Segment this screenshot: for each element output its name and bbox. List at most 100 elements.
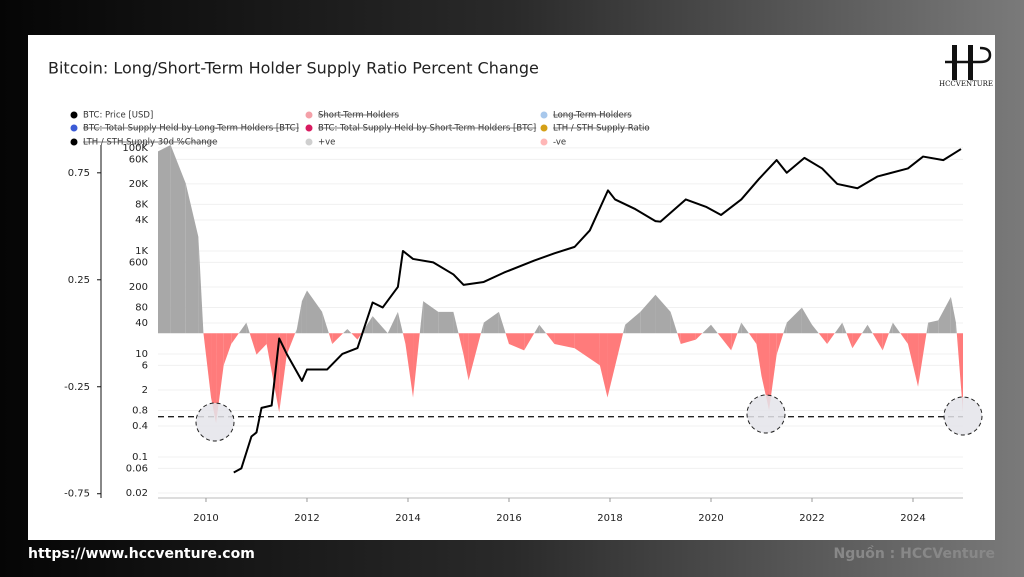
change-area <box>361 316 373 334</box>
change-area <box>811 324 819 334</box>
change-area <box>246 322 250 334</box>
x-tick-label: 2020 <box>698 513 723 524</box>
source: Nguồn : HCCVenture <box>833 546 996 562</box>
change-area <box>867 324 873 334</box>
change-area <box>322 311 329 334</box>
change-area <box>397 311 403 334</box>
change-area <box>413 333 420 398</box>
legend-marker <box>70 111 78 119</box>
change-area <box>158 145 171 334</box>
y2-tick-label: 0.06 <box>126 463 148 474</box>
chart-title: Bitcoin: Long/Short-Term Holder Supply R… <box>48 59 539 78</box>
change-area <box>862 324 868 334</box>
change-area <box>295 328 297 334</box>
y2-tick-label: 0.4 <box>132 421 148 432</box>
x-tick-label: 2012 <box>294 513 319 524</box>
logo-curve <box>945 46 992 64</box>
legend-label: LTH / STH Supply Ratio <box>553 124 650 134</box>
change-area <box>900 333 908 344</box>
legend-label: -ve <box>553 138 566 148</box>
change-area <box>926 322 929 334</box>
change-area <box>347 328 352 334</box>
legend-marker <box>540 138 548 146</box>
change-area <box>834 322 843 334</box>
change-area <box>907 333 919 387</box>
change-area <box>956 333 959 355</box>
legend-marker <box>70 124 78 132</box>
change-area <box>741 322 749 334</box>
change-area <box>216 333 224 424</box>
change-area <box>438 311 454 334</box>
change-area <box>702 324 711 334</box>
y2-tick-label: 60K <box>129 154 149 165</box>
x-tick-label: 2016 <box>496 513 521 524</box>
change-area <box>211 333 217 424</box>
change-area <box>223 333 232 366</box>
change-area <box>882 333 889 351</box>
change-area <box>332 333 344 344</box>
legend-label: +ve <box>318 138 335 148</box>
legend-label: BTC: Price [USD] <box>83 111 153 121</box>
legend-label: Long-Term Holders <box>553 111 632 121</box>
change-area <box>625 311 641 334</box>
legend-marker <box>305 138 313 146</box>
change-area <box>928 320 939 334</box>
change-area <box>534 324 540 334</box>
change-area <box>680 333 696 344</box>
change-area <box>599 333 608 398</box>
change-area <box>453 311 459 334</box>
price-line <box>233 148 962 474</box>
y-tick-label: 0.25 <box>68 275 90 286</box>
change-area <box>458 333 464 355</box>
change-area <box>256 333 267 355</box>
y2-tick-label: 0.1 <box>132 452 148 463</box>
y2-tick-label: 80 <box>135 302 148 313</box>
change-area <box>737 322 742 334</box>
y2-tick-label: 4K <box>135 215 148 226</box>
change-area <box>842 322 847 334</box>
change-area <box>372 316 388 334</box>
change-area <box>301 290 307 334</box>
highlight-circle <box>746 394 786 434</box>
y2-tick-label: 1K <box>135 246 148 257</box>
logo-text: HCCVENTURE <box>939 80 993 88</box>
change-area <box>238 322 247 334</box>
y2-tick-label: 200 <box>129 282 148 293</box>
change-area <box>351 333 358 340</box>
grid <box>158 147 963 494</box>
change-area <box>655 294 671 334</box>
change-area <box>950 296 956 334</box>
logo: HCCVENTURE <box>939 45 993 88</box>
legend-label: LTH / STH Supply 30d %Change <box>83 138 217 148</box>
legend-label: BTC: Total Supply Held by Long-Term Hold… <box>83 124 299 134</box>
change-area <box>328 333 333 344</box>
y2-tick-label: 6 <box>142 360 148 371</box>
change-area <box>266 333 280 413</box>
legend-label: Short-Term Holders <box>318 111 399 121</box>
change-area <box>419 301 424 334</box>
change-area <box>892 322 901 334</box>
change-area <box>483 311 499 334</box>
y2-tick-label: 10 <box>135 349 148 360</box>
change-area <box>505 333 509 344</box>
change-area <box>468 333 481 381</box>
change-area <box>296 301 302 334</box>
change-area <box>249 333 257 355</box>
change-area <box>343 328 348 334</box>
x-tick-label: 2022 <box>799 513 824 524</box>
change-area <box>827 333 835 344</box>
change-area <box>231 333 239 344</box>
change-area <box>623 324 626 334</box>
legend-marker <box>305 124 313 132</box>
change-area <box>818 333 828 344</box>
y-tick-label: -0.75 <box>64 489 90 500</box>
y-tick-label: 0.75 <box>68 168 90 179</box>
change-area <box>695 333 703 340</box>
change-area <box>539 324 547 334</box>
x-tick-label: 2010 <box>193 513 218 524</box>
legend-marker <box>540 124 548 132</box>
y2-tick-label: 0.8 <box>132 405 148 416</box>
highlight-circle <box>943 396 983 436</box>
